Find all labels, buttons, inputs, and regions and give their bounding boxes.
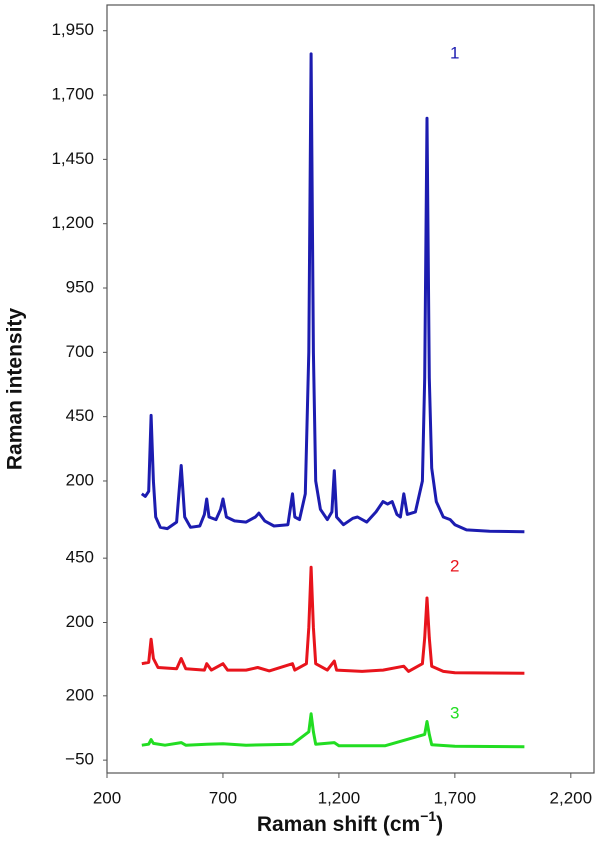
y-tick-label: 200 — [66, 685, 94, 704]
spectrum-line — [141, 712, 525, 749]
y-tick-label: 950 — [66, 277, 94, 296]
y-axis-title: Raman intensity — [4, 308, 27, 471]
series-label: 3 — [450, 703, 459, 722]
x-tick-label: 700 — [209, 788, 237, 807]
series-label: 2 — [450, 557, 459, 576]
y-tick-label: 450 — [66, 406, 94, 425]
x-tick-label: 2,200 — [550, 788, 593, 807]
x-axis-title: Raman shift (cm−1) — [257, 808, 443, 836]
y-tick-label: −50 — [65, 750, 94, 769]
y-tick-label: 200 — [66, 612, 94, 631]
spectrum-line — [140, 52, 525, 534]
series-label: 1 — [450, 43, 459, 62]
x-tick-label: 1,200 — [318, 788, 361, 807]
y-tick-label: 700 — [66, 342, 94, 361]
x-axis-title-main: Raman shift (cm — [257, 813, 420, 836]
y-tick-label: 1,450 — [51, 149, 94, 168]
y-tick-label: 1,700 — [51, 85, 94, 104]
y-tick-label: 1,950 — [51, 20, 94, 39]
x-axis-title-end: ) — [436, 813, 443, 836]
x-tick-label: 1,700 — [434, 788, 477, 807]
plot-frame — [106, 4, 595, 774]
x-axis-title-sup: −1 — [420, 808, 436, 824]
y-tick-label: 450 — [66, 548, 94, 567]
spectrum-line — [141, 565, 525, 675]
y-tick-label: 200 — [66, 470, 94, 489]
y-tick-label: 1,200 — [51, 213, 94, 232]
x-tick-label: 200 — [93, 788, 121, 807]
